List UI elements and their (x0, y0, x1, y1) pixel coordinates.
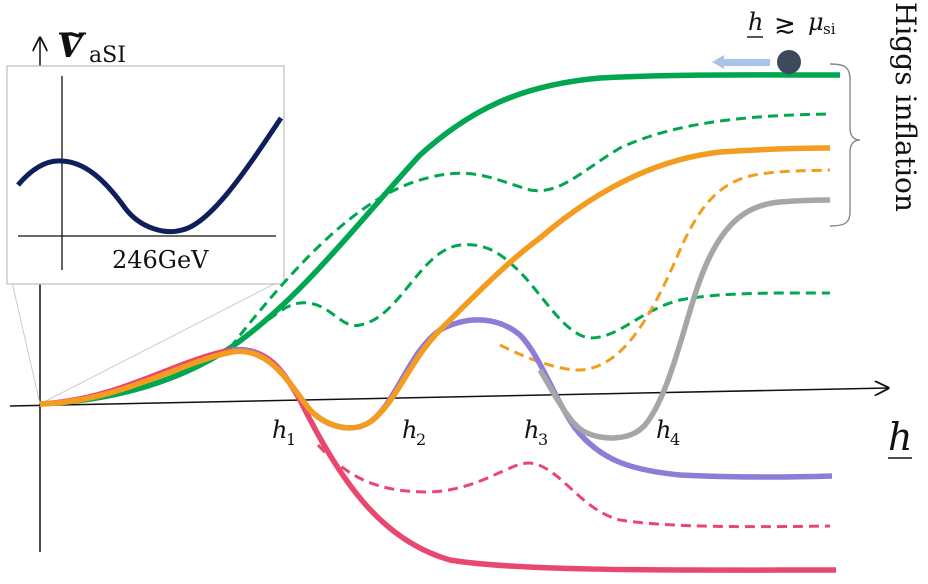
point-label-h1: h 1 (272, 416, 296, 449)
brace-label: Higgs inflation (889, 2, 922, 212)
green-solid-curve (39, 72, 841, 407)
ball-condition-label: h ≳ μ si (747, 8, 836, 40)
orange-solid-curve (39, 145, 831, 431)
inset-panel: 246GeV (6, 65, 285, 285)
x-axis-label: h (888, 415, 912, 459)
ball-condition-relation: ≳ (774, 10, 796, 40)
point-label-h2-subscript: 2 (416, 430, 426, 449)
green-dashed-upper-curve (228, 112, 831, 349)
left-arrow-icon (712, 55, 770, 69)
y-axis-subscript: aSI (89, 43, 126, 68)
inset-connector-top (39, 279, 283, 405)
green-dashed-lower-curve (229, 243, 831, 350)
ball-condition-mu-subscript: si (823, 20, 836, 38)
purple-solid-curve (231, 317, 833, 480)
x-axis (9, 388, 888, 407)
orange-dashed-curve (499, 168, 831, 372)
point-label-h1-subscript: 1 (286, 430, 296, 449)
gray-solid-curve (537, 197, 831, 441)
ball-condition-mu: μ (808, 8, 824, 36)
ball-icon (777, 50, 801, 74)
inset-connector-bottom (11, 281, 41, 405)
inset-label: 246GeV (112, 246, 209, 274)
point-label-h2-letter: h (402, 416, 417, 444)
inset-potential-curve (16, 116, 284, 235)
point-label-h2: h 2 (402, 416, 426, 449)
point-label-h1-letter: h (272, 416, 287, 444)
red-dashed-curve (316, 443, 831, 529)
brace (829, 63, 861, 227)
point-label-h4-subscript: 4 (670, 430, 680, 449)
ball-condition-h: h (748, 8, 763, 36)
y-axis-tilde: ~ (62, 17, 87, 52)
point-label-h3: h 3 (524, 416, 548, 449)
point-label-h4: h 4 (656, 416, 680, 449)
point-label-h3-subscript: 3 (538, 430, 548, 449)
point-label-h4-letter: h (656, 416, 671, 444)
point-label-h3-letter: h (524, 416, 539, 444)
y-axis-symbol: V (57, 26, 87, 66)
